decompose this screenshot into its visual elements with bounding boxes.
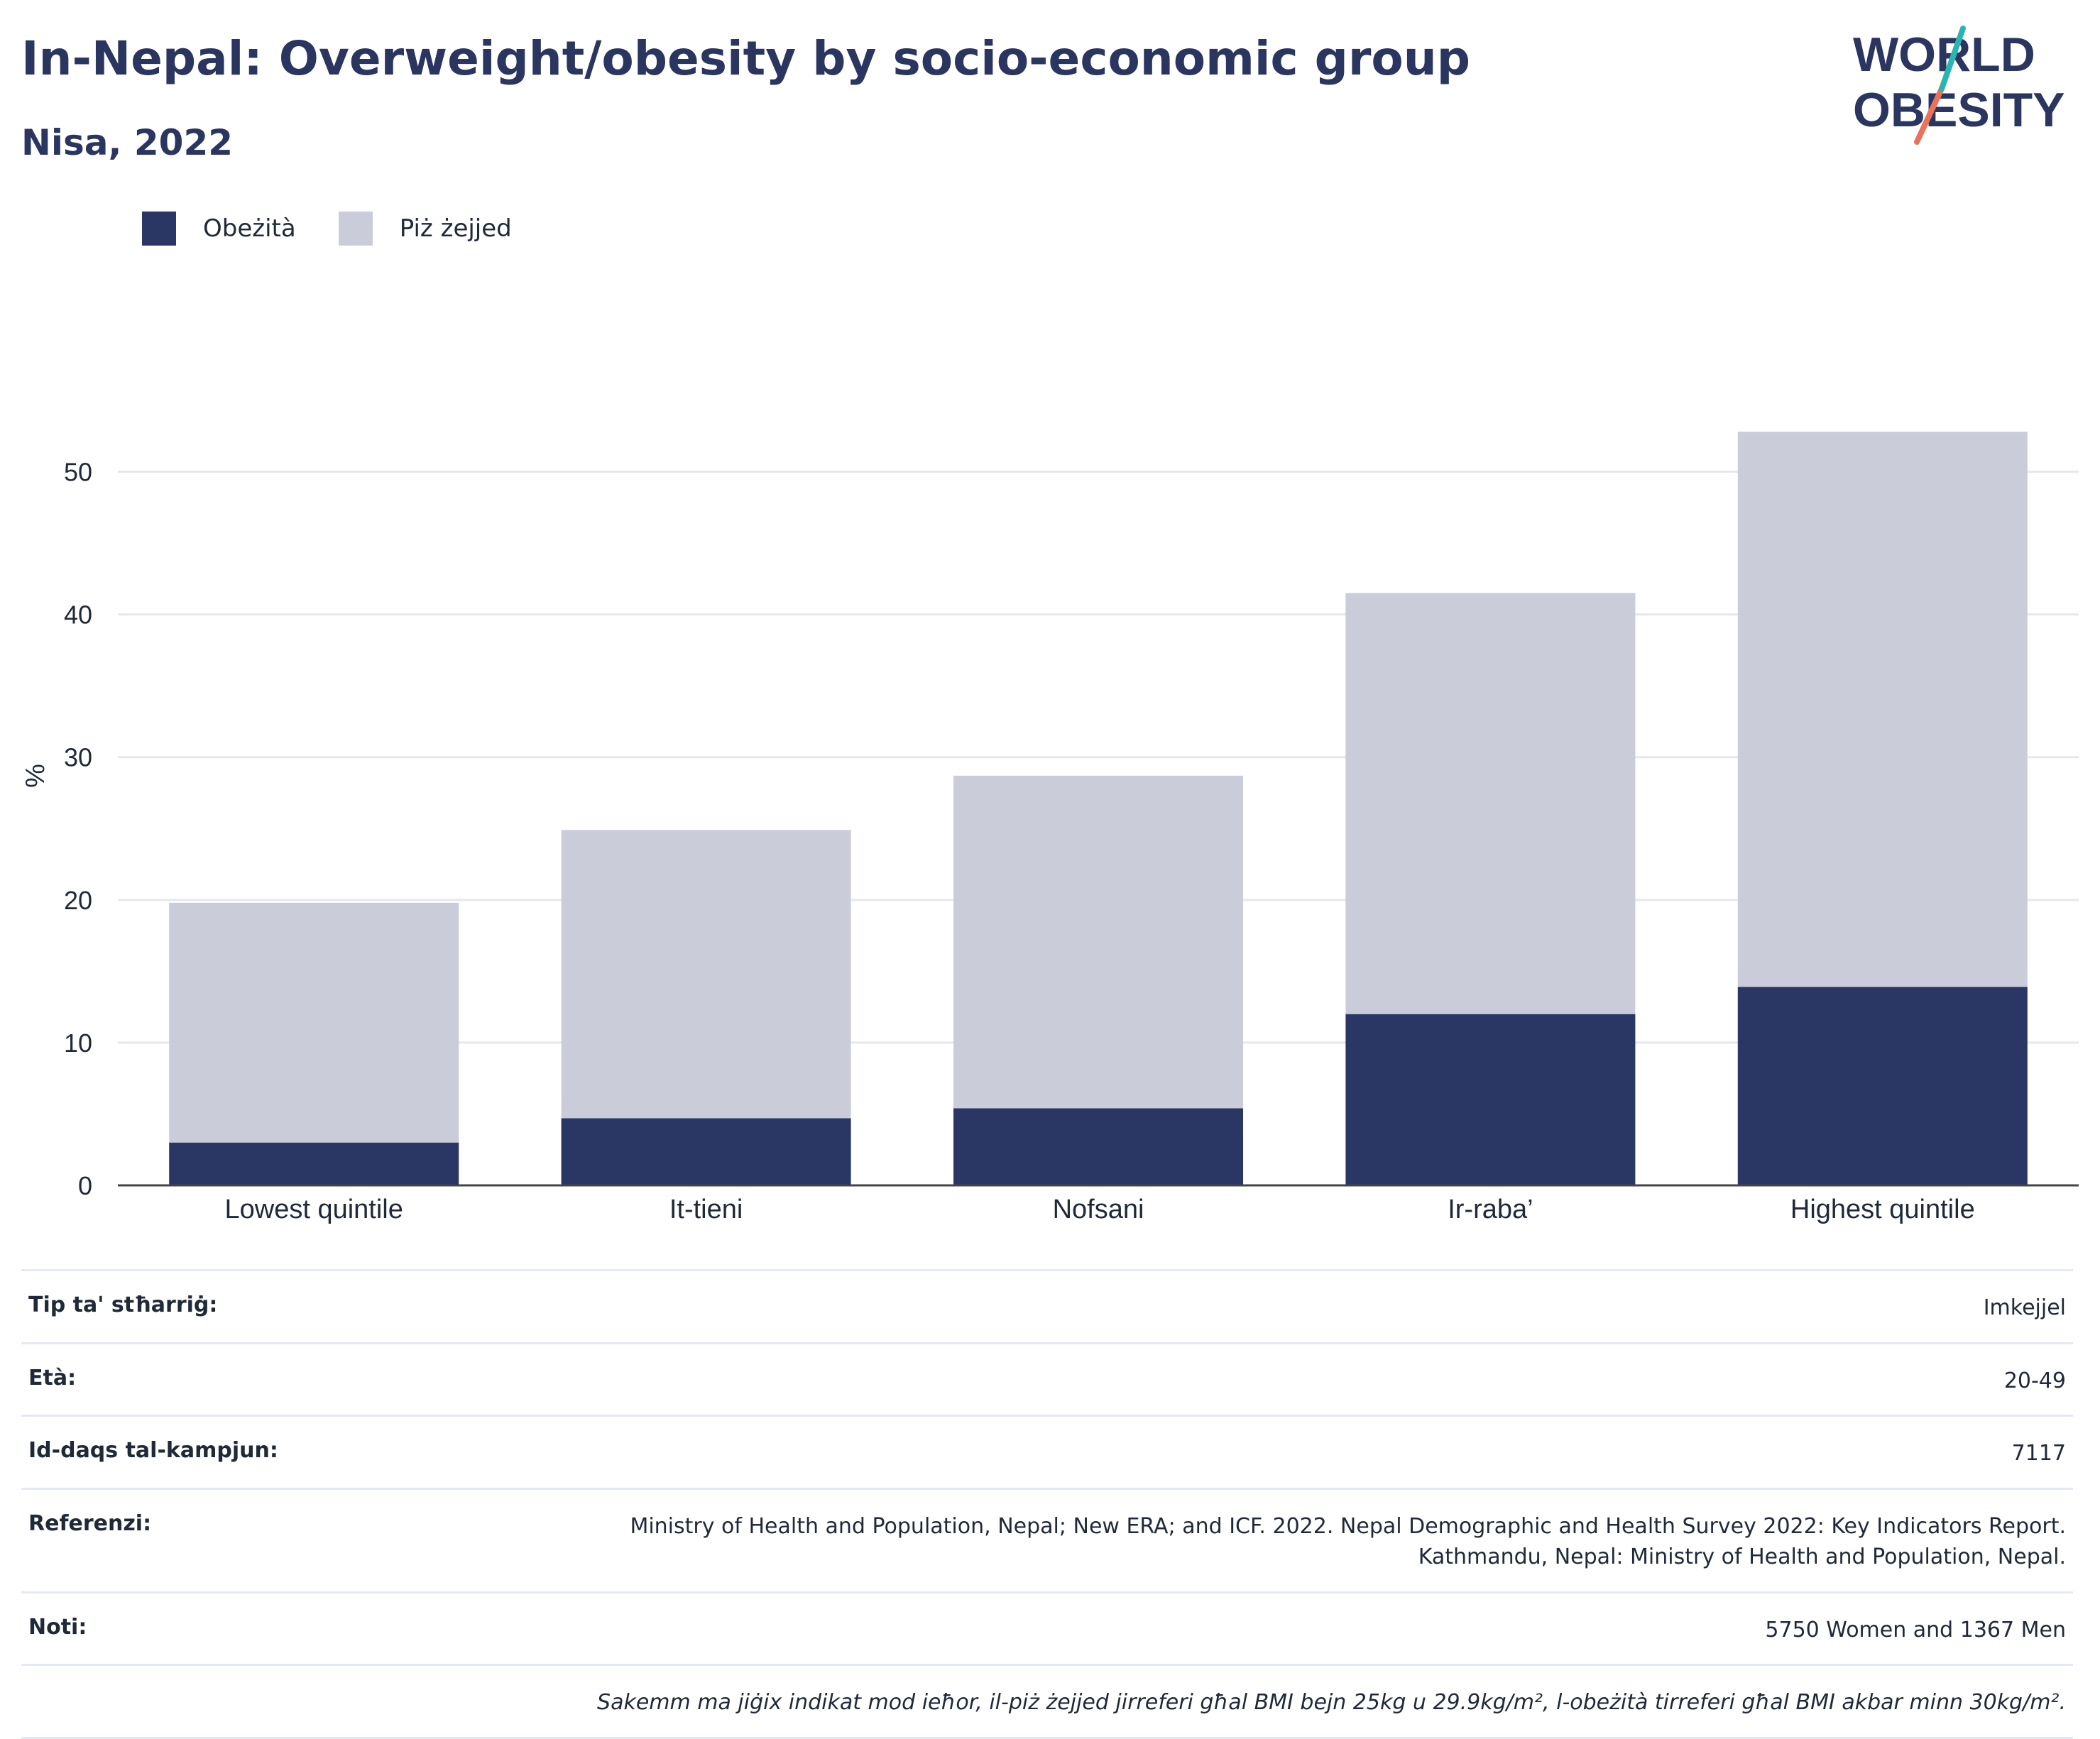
meta-key: Noti: xyxy=(28,1614,87,1640)
bar-overweight[interactable] xyxy=(1737,432,2028,987)
meta-row-notes: Noti: 5750 Women and 1367 Men xyxy=(21,1591,2073,1664)
bars xyxy=(169,432,2028,1185)
bar-obesity[interactable] xyxy=(1737,987,2028,1185)
y-axis-label: % xyxy=(21,764,50,788)
meta-value: Ministry of Health and Population, Nepal… xyxy=(630,1513,2066,1570)
bar-overweight[interactable] xyxy=(169,902,459,1143)
logo-slash-teal xyxy=(1939,26,1966,92)
x-tick-label: Lowest quintile xyxy=(225,1195,403,1224)
meta-row-survey-type: Tip ta' stħarriġ: Imkejjel xyxy=(21,1269,2073,1342)
bar-overweight[interactable] xyxy=(953,775,1243,1109)
meta-key: Id-daqs tal-kampjun: xyxy=(28,1438,278,1463)
meta-row-age: Età: 20-49 xyxy=(21,1342,2073,1415)
meta-row-sample-size: Id-daqs tal-kampjun: 7117 xyxy=(21,1415,2073,1488)
legend-label-obesity: Obeżità xyxy=(203,214,296,243)
chart-legend: Obeżità Piż żejjed xyxy=(142,212,554,246)
legend-item-overweight[interactable]: Piż żejjed xyxy=(338,212,512,246)
y-tick-label: 50 xyxy=(64,458,92,487)
legend-swatch-overweight xyxy=(338,212,373,246)
legend-swatch-obesity xyxy=(142,212,176,246)
y-tick-label: 30 xyxy=(64,743,92,772)
meta-value: Imkejjel xyxy=(1983,1295,2066,1320)
meta-key: Referenzi: xyxy=(28,1510,152,1536)
logo-word-world: WORLD xyxy=(1853,28,2035,82)
chart-subtitle: Nisa, 2022 xyxy=(21,122,234,163)
y-tick-label: 0 xyxy=(78,1171,92,1200)
bar-overweight[interactable] xyxy=(561,830,851,1119)
x-tick-labels: Lowest quintile It-tieni Nofsani Ir-raba’ Hi… xyxy=(225,1195,1975,1224)
meta-value: 20-49 xyxy=(2003,1368,2066,1393)
x-tick-label: Highest quintile xyxy=(1790,1195,1975,1224)
logo-slash-coral xyxy=(1914,86,1945,145)
bar-overweight[interactable] xyxy=(1345,593,1636,1014)
bar-chart: 0 10 20 30 40 50 % Lowest quintile It-tieni Nof… xyxy=(21,432,2079,1224)
bar-obesity[interactable] xyxy=(953,1108,1243,1185)
x-tick-label: Ir-raba’ xyxy=(1448,1195,1533,1224)
meta-key: Età: xyxy=(28,1365,77,1390)
y-tick-label: 40 xyxy=(64,600,92,630)
y-tick-label: 20 xyxy=(64,886,92,915)
x-tick-label: Nofsani xyxy=(1053,1195,1144,1224)
meta-row-references: Referenzi: Ministry of Health and Popula… xyxy=(21,1487,2073,1591)
world-obesity-logo: WORLD OBESITY xyxy=(1853,26,2065,145)
meta-value: 5750 Women and 1367 Men xyxy=(1765,1617,2066,1642)
legend-item-obesity[interactable]: Obeżità xyxy=(142,212,296,246)
metadata-table: Tip ta' stħarriġ: Imkejjel Età: 20-49 Id… xyxy=(21,1269,2073,1739)
y-tick-label: 10 xyxy=(64,1028,92,1058)
y-tick-labels: 0 10 20 30 40 50 xyxy=(64,458,92,1200)
legend-label-overweight: Piż żejjed xyxy=(399,214,512,243)
bar-obesity[interactable] xyxy=(169,1142,459,1185)
meta-value: 7117 xyxy=(2011,1441,2066,1466)
logo-word-obesity: OBESITY xyxy=(1853,83,2065,137)
chart-title: In-Nepal: Overweight/obesity by socio-ec… xyxy=(21,31,1470,86)
meta-value: Sakemm ma jiġix indikat mod ieħor, il-pi… xyxy=(597,1690,2066,1715)
bar-obesity[interactable] xyxy=(561,1118,851,1185)
meta-key: Tip ta' stħarriġ: xyxy=(28,1293,218,1317)
x-tick-label: It-tieni xyxy=(669,1195,743,1224)
bar-obesity[interactable] xyxy=(1345,1014,1636,1185)
meta-row-definition: Sakemm ma jiġix indikat mod ieħor, il-pi… xyxy=(21,1664,2073,1739)
